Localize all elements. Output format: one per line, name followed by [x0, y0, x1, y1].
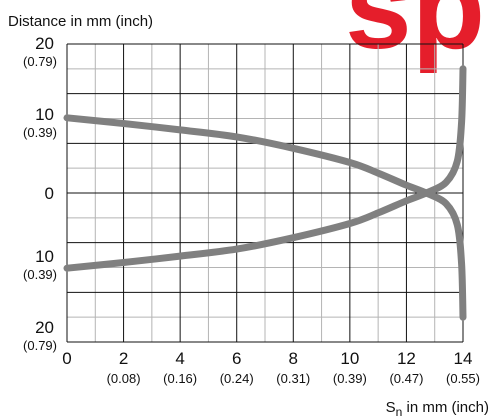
x-tick-label: 0	[62, 349, 71, 368]
x-tick-label: 10	[340, 349, 359, 368]
y-tick-sublabel: (0.39)	[23, 125, 57, 140]
tick-labels: 20(0.79)10(0.39)010(0.39)20(0.79)0 2(0.08…	[23, 34, 480, 386]
x-tick-sublabel: (0.39)	[333, 371, 367, 386]
curves	[63, 65, 467, 321]
grid-major	[66, 43, 464, 343]
curve-2	[63, 65, 467, 272]
x-tick-label: 14	[454, 349, 473, 368]
x-tick-label: 8	[289, 349, 298, 368]
y-tick-sublabel: (0.79)	[23, 54, 57, 69]
x-tick-sublabel: (0.08)	[107, 371, 141, 386]
y-tick-sublabel: (0.39)	[23, 267, 57, 282]
x-tick-label: 12	[397, 349, 416, 368]
y-tick-label: 0	[45, 184, 54, 203]
y-tick-label: 10	[35, 247, 54, 266]
y-tick-label: 20	[35, 318, 54, 337]
x-tick-sublabel: (0.47)	[389, 371, 423, 386]
x-tick-sublabel: (0.55)	[446, 371, 480, 386]
y-tick-label: 20	[35, 34, 54, 53]
x-tick-sublabel: (0.16)	[163, 371, 197, 386]
watermark-text: sp	[345, 0, 485, 74]
x-tick-label: 4	[175, 349, 184, 368]
x-tick-sublabel: (0.24)	[220, 371, 254, 386]
curve-1	[63, 114, 467, 321]
x-tick-sublabel: (0.31)	[276, 371, 310, 386]
x-tick-label: 6	[232, 349, 241, 368]
x-axis-title: Sn in mm (inch)	[386, 399, 489, 418]
x-axis-title-main: S	[386, 399, 396, 416]
x-tick-label: 2	[119, 349, 128, 368]
x-axis-title-subscript: n	[396, 405, 403, 418]
y-tick-label: 10	[35, 105, 54, 124]
y-axis-title: Distance in mm (inch)	[8, 13, 153, 30]
y-tick-sublabel: (0.79)	[23, 338, 57, 353]
x-axis-title-rest: in mm (inch)	[402, 399, 489, 416]
